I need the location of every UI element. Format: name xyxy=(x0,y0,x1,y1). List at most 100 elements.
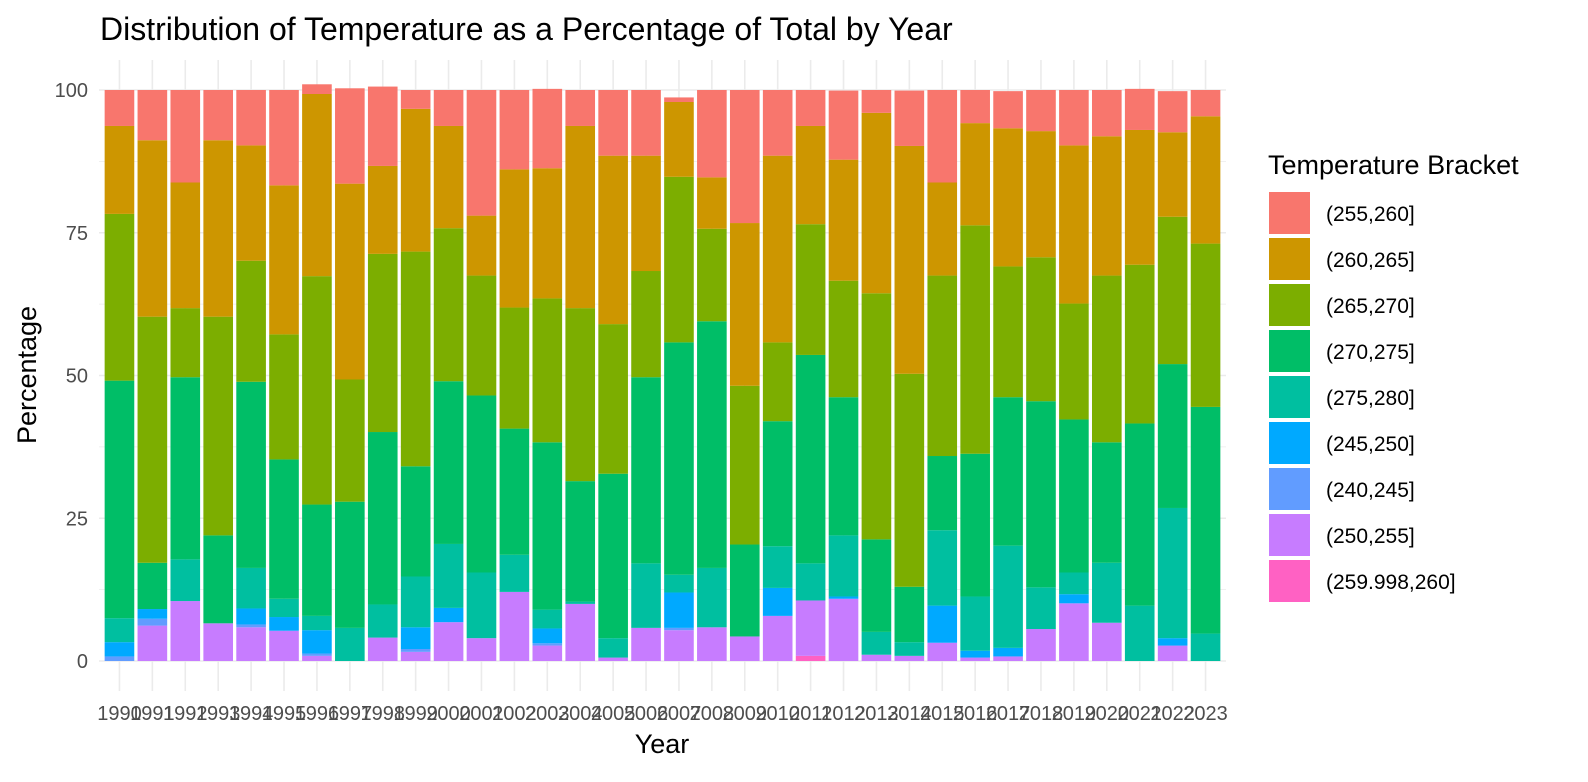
bar-segment xyxy=(697,90,727,178)
bar-segment xyxy=(532,168,563,299)
bar-segment xyxy=(795,563,826,601)
bar-segment xyxy=(433,228,464,382)
bar-segment xyxy=(302,504,332,616)
bar-segment xyxy=(532,645,563,661)
bar-segment xyxy=(697,567,727,628)
bar-segment xyxy=(762,421,793,547)
x-tick-label: 2020 xyxy=(1085,703,1130,725)
x-tick-label: 2000 xyxy=(426,703,471,725)
bar-segment xyxy=(1026,131,1056,258)
chart-title: Distribution of Temperature as a Percent… xyxy=(100,11,953,47)
bar-segment xyxy=(697,177,727,229)
x-tick-label: 2017 xyxy=(986,703,1031,725)
bar-segment xyxy=(828,596,859,599)
bar-segment xyxy=(598,324,628,474)
bar-segment xyxy=(1190,633,1221,661)
bar-segment xyxy=(367,637,398,661)
bar-segment xyxy=(664,630,694,661)
x-tick-label: 2005 xyxy=(591,703,636,725)
x-tick-label: 1999 xyxy=(393,703,438,725)
bar-segment xyxy=(170,377,201,560)
bar-segment xyxy=(1190,116,1221,244)
bar-segment xyxy=(269,630,299,661)
bar-segment xyxy=(664,342,694,575)
bars xyxy=(104,84,1221,661)
bar-segment xyxy=(828,90,859,160)
bar-segment xyxy=(1091,275,1122,443)
bar-segment xyxy=(598,90,628,156)
bar-segment xyxy=(466,275,497,396)
bar-segment xyxy=(1190,90,1221,117)
bar-segment xyxy=(828,598,859,661)
bar-segment xyxy=(466,215,497,276)
x-axis-title: Year xyxy=(635,729,690,759)
bar-segment xyxy=(400,627,431,650)
bar-segment xyxy=(203,140,234,317)
bar-segment xyxy=(664,101,694,177)
bar-segment xyxy=(960,453,990,597)
bar-segment xyxy=(894,642,925,656)
bar-segment xyxy=(532,442,563,610)
bar-segment xyxy=(104,213,135,381)
bar-segment xyxy=(993,647,1023,657)
bar-segment xyxy=(1091,562,1122,623)
bar-segment xyxy=(894,586,925,643)
bar-segment xyxy=(565,125,596,309)
bar-segment xyxy=(795,224,826,355)
bar-segment xyxy=(861,631,892,655)
bar-segment xyxy=(236,90,266,146)
x-tick-label: 2001 xyxy=(459,703,504,725)
bar-segment xyxy=(104,380,135,619)
x-tick-label: 1991 xyxy=(130,703,175,725)
bar-segment xyxy=(729,385,760,545)
bar-segment xyxy=(367,86,398,166)
bar-segment xyxy=(269,598,299,618)
legend-swatch xyxy=(1269,514,1310,556)
bar-segment xyxy=(1124,423,1155,606)
bar-segment xyxy=(236,567,266,609)
bar-segment xyxy=(960,596,990,651)
bar-segment xyxy=(1026,90,1056,132)
bar-segment xyxy=(993,656,1023,661)
bar-segment xyxy=(1059,90,1089,146)
bar-segment xyxy=(302,84,332,94)
bar-segment xyxy=(894,373,925,587)
bar-segment xyxy=(762,90,793,156)
bar-segment xyxy=(1190,406,1221,634)
bar-segment xyxy=(400,466,431,577)
x-tick-label: 2016 xyxy=(953,703,998,725)
bar-segment xyxy=(598,473,628,639)
x-tick-label: 1993 xyxy=(196,703,241,725)
legend-label: (259.998,260] xyxy=(1326,571,1456,594)
bar-segment xyxy=(400,251,431,467)
bar-segment xyxy=(927,530,958,606)
legend-swatch xyxy=(1269,192,1310,234)
bar-segment xyxy=(664,627,694,631)
bar-segment xyxy=(697,228,727,322)
bar-segment xyxy=(927,605,958,643)
bar-segment xyxy=(1091,442,1122,563)
bar-segment xyxy=(236,145,266,261)
bar-segment xyxy=(960,225,990,454)
legend-label: (240,245] xyxy=(1326,479,1415,502)
bar-segment xyxy=(236,608,266,625)
bar-segment xyxy=(433,381,464,544)
bar-segment xyxy=(927,182,958,276)
bar-segment xyxy=(236,381,266,568)
bar-segment xyxy=(861,539,892,632)
bar-segment xyxy=(499,428,530,555)
y-axis-ticks: 0 25 50 75 100 xyxy=(55,80,88,673)
bar-segment xyxy=(894,90,925,146)
x-tick-label: 2019 xyxy=(1052,703,1097,725)
bar-segment xyxy=(697,321,727,568)
bar-segment xyxy=(631,377,661,564)
bar-segment xyxy=(993,397,1023,546)
bar-segment xyxy=(1124,264,1155,424)
bar-segment xyxy=(1124,605,1155,661)
bar-segment xyxy=(762,587,793,616)
bar-segment xyxy=(1157,364,1188,508)
bar-segment xyxy=(1026,257,1056,402)
bar-segment xyxy=(302,655,332,661)
bar-segment xyxy=(302,615,332,631)
bar-segment xyxy=(927,456,958,531)
